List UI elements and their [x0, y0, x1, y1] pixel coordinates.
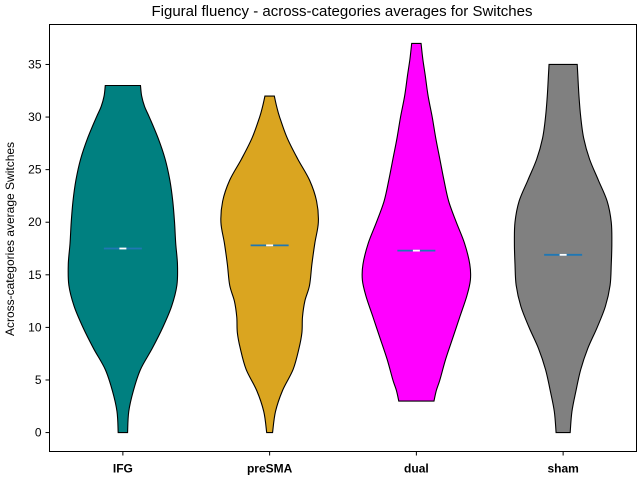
- y-tick-label: 35: [28, 57, 42, 71]
- x-tick-label-dual: dual: [404, 462, 429, 476]
- y-tick-label: 15: [28, 268, 42, 282]
- y-tick-label: 25: [28, 163, 42, 177]
- y-tick-label: 20: [28, 215, 42, 229]
- y-tick-label: 30: [28, 110, 42, 124]
- violin-sham: [513, 63, 613, 434]
- x-axis-ticks: IFG preSMA dual sham: [113, 451, 579, 476]
- plot-frame: [49, 24, 637, 452]
- violin-preSMA: [220, 95, 319, 434]
- y-tick-label: 10: [28, 320, 42, 334]
- x-tick-label-preSMA: preSMA: [247, 462, 293, 476]
- y-tick-label: 0: [35, 426, 42, 440]
- violin-IFG: [67, 84, 179, 434]
- medians-layer: [103, 244, 583, 256]
- y-axis-label: Across-categories average Switches: [3, 142, 17, 336]
- violin-dual: [361, 42, 472, 402]
- x-tick-label-sham: sham: [547, 462, 578, 476]
- violins-layer: [67, 42, 613, 434]
- x-tick-label-IFG: IFG: [113, 462, 133, 476]
- y-axis-ticks: 0 5 10 15 20 25 30 35: [28, 57, 50, 440]
- y-tick-label: 5: [35, 373, 42, 387]
- chart-title: Figural fluency - across-categories aver…: [152, 3, 533, 20]
